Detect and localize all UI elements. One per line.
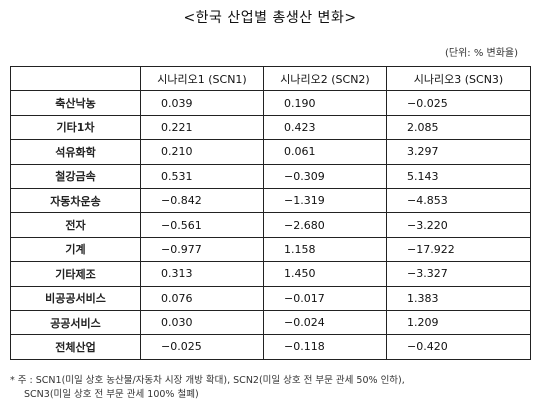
table-row: 철강금속 0.531 −0.309 5.143 xyxy=(10,163,531,189)
table-header-row: 시나리오1 (SCN1) 시나리오2 (SCN2) 시나리오3 (SCN3) xyxy=(10,65,531,92)
value-cell: −0.024 xyxy=(263,309,387,336)
value-cell: 0.313 xyxy=(140,261,264,287)
value-cell: 0.210 xyxy=(140,139,264,165)
table-row: 자동차운송 −0.842 −1.319 −4.853 xyxy=(10,187,531,214)
value-cell: 0.061 xyxy=(263,139,387,165)
value-cell: 1.158 xyxy=(263,236,387,263)
value-cell: 0.423 xyxy=(263,114,387,141)
value-cell: 0.221 xyxy=(140,114,264,141)
value-cell: 0.039 xyxy=(140,90,264,116)
value-cell: 0.531 xyxy=(140,163,264,189)
value-cell: −1.319 xyxy=(263,187,387,214)
header-cell-empty xyxy=(10,65,141,92)
table-row: 비공공서비스 0.076 −0.017 1.383 xyxy=(10,285,531,311)
value-cell: −4.853 xyxy=(386,187,531,214)
value-cell: −0.017 xyxy=(263,285,387,311)
value-cell: 0.030 xyxy=(140,309,264,336)
table-title: <한국 산업별 총생산 변화> xyxy=(183,10,357,26)
row-label: 기계 xyxy=(10,236,141,263)
production-change-table: 시나리오1 (SCN1) 시나리오2 (SCN2) 시나리오3 (SCN3) 축… xyxy=(10,65,531,360)
footnote: * 주 : SCN1(미일 상호 농산물/자동차 시장 개방 확대), SCN2… xyxy=(10,374,530,402)
footnote-line-1: * 주 : SCN1(미일 상호 농산물/자동차 시장 개방 확대), SCN2… xyxy=(10,375,405,386)
value-cell: −0.025 xyxy=(140,334,264,360)
table-row: 기계 −0.977 1.158 −17.922 xyxy=(10,236,531,263)
table-row: 기타1차 0.221 0.423 2.085 xyxy=(10,114,531,141)
value-cell: 0.190 xyxy=(263,90,387,116)
table-row: 전자 −0.561 −2.680 −3.220 xyxy=(10,212,531,238)
value-cell: −0.977 xyxy=(140,236,264,263)
value-cell: −0.842 xyxy=(140,187,264,214)
value-cell: −0.420 xyxy=(386,334,531,360)
value-cell: −3.327 xyxy=(386,261,531,287)
value-cell: −0.025 xyxy=(386,90,531,116)
row-label: 축산낙농 xyxy=(10,90,141,116)
unit-label: (단위: % 변화율) xyxy=(444,48,518,59)
footnote-line-2: SCN3(미일 상호 전 부문 관세 100% 철폐) xyxy=(24,389,199,400)
value-cell: −2.680 xyxy=(263,212,387,238)
value-cell: −0.561 xyxy=(140,212,264,238)
row-label: 공공서비스 xyxy=(10,309,141,336)
value-cell: −3.220 xyxy=(386,212,531,238)
header-cell-scn1: 시나리오1 (SCN1) xyxy=(140,65,264,92)
value-cell: −17.922 xyxy=(386,236,531,263)
row-label: 기타제조 xyxy=(10,261,141,287)
row-label: 자동차운송 xyxy=(10,187,141,214)
table-row: 공공서비스 0.030 −0.024 1.209 xyxy=(10,309,531,336)
row-label: 기타1차 xyxy=(10,114,141,141)
value-cell: 1.209 xyxy=(386,309,531,336)
header-cell-scn2: 시나리오2 (SCN2) xyxy=(263,65,387,92)
row-label: 비공공서비스 xyxy=(10,285,141,311)
table-row: 전체산업 −0.025 −0.118 −0.420 xyxy=(10,334,531,360)
row-label: 전자 xyxy=(10,212,141,238)
table-row: 기타제조 0.313 1.450 −3.327 xyxy=(10,261,531,287)
row-label: 전체산업 xyxy=(10,334,141,360)
header-cell-scn3: 시나리오3 (SCN3) xyxy=(386,65,531,92)
row-label: 석유화학 xyxy=(10,139,141,165)
value-cell: 0.076 xyxy=(140,285,264,311)
value-cell: 5.143 xyxy=(386,163,531,189)
value-cell: 2.085 xyxy=(386,114,531,141)
row-label: 철강금속 xyxy=(10,163,141,189)
value-cell: −0.309 xyxy=(263,163,387,189)
value-cell: 1.450 xyxy=(263,261,387,287)
table-row: 축산낙농 0.039 0.190 −0.025 xyxy=(10,90,531,116)
value-cell: 1.383 xyxy=(386,285,531,311)
value-cell: −0.118 xyxy=(263,334,387,360)
value-cell: 3.297 xyxy=(386,139,531,165)
table-row: 석유화학 0.210 0.061 3.297 xyxy=(10,139,531,165)
